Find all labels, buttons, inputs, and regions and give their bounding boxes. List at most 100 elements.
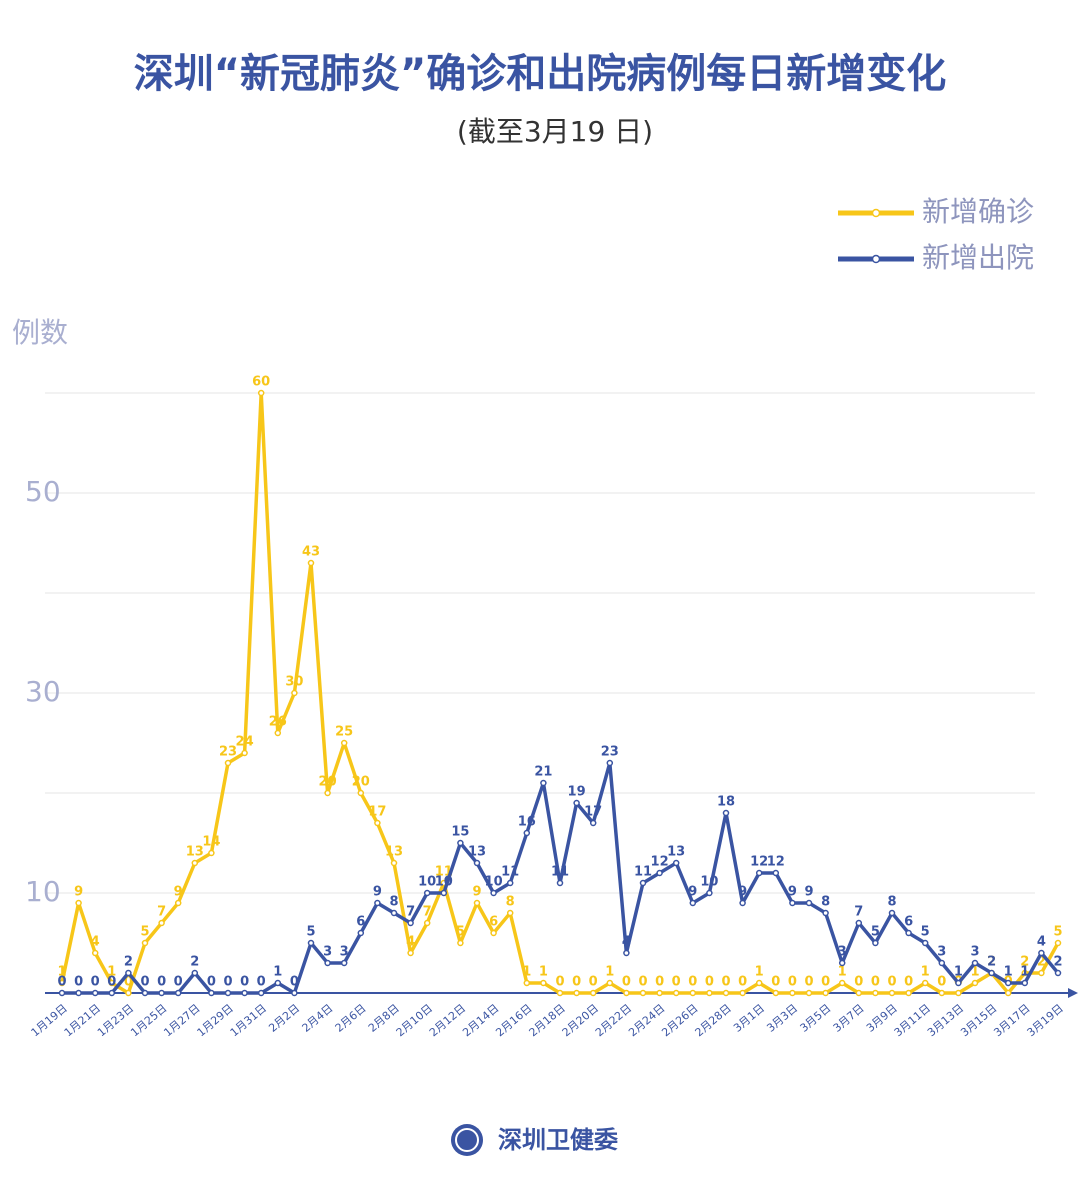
data-label: 5	[1053, 925, 1062, 940]
data-point	[988, 969, 995, 977]
data-label: 7	[423, 905, 432, 920]
x-tick-label: 2月28日	[693, 1002, 734, 1040]
data-label: 20	[319, 775, 337, 790]
data-point	[407, 949, 414, 957]
data-point	[307, 559, 315, 567]
y-tick-label: 10	[25, 875, 61, 908]
data-point	[374, 819, 381, 827]
data-point	[689, 989, 697, 997]
data-point	[1021, 979, 1029, 987]
data-point	[921, 939, 929, 947]
data-point	[955, 989, 962, 997]
data-label: 9	[804, 885, 813, 900]
x-axis-arrow	[1068, 988, 1078, 998]
data-point	[540, 779, 547, 787]
data-label: 26	[269, 715, 287, 730]
data-label: 1	[954, 965, 963, 980]
data-point	[606, 979, 614, 987]
data-label: 0	[937, 975, 946, 990]
data-label: 4	[622, 935, 631, 950]
data-point	[291, 989, 298, 997]
data-point	[623, 989, 630, 997]
data-label: 24	[236, 735, 254, 750]
data-point	[1004, 989, 1012, 997]
data-point	[374, 899, 381, 907]
data-point	[423, 919, 431, 927]
data-label: 60	[252, 375, 270, 390]
data-label: 18	[717, 795, 735, 810]
data-point	[905, 989, 912, 997]
legend-marker	[871, 254, 881, 264]
data-label: 17	[584, 805, 602, 820]
data-point	[1054, 969, 1062, 977]
data-label: 1	[107, 965, 116, 980]
data-point	[872, 989, 879, 997]
data-point	[91, 989, 99, 997]
data-point	[141, 989, 149, 997]
data-label: 0	[223, 975, 232, 990]
data-point	[523, 829, 531, 837]
data-label: 0	[124, 975, 133, 990]
x-tick-label: 2月22日	[593, 1002, 634, 1040]
data-label: 11	[634, 865, 652, 880]
data-label: 11	[551, 865, 569, 880]
data-label: 3	[340, 945, 349, 960]
data-label: 30	[285, 675, 303, 690]
data-label: 10	[700, 875, 718, 890]
data-point	[755, 979, 763, 987]
data-label: 0	[655, 975, 664, 990]
x-tick-label: 3月1日	[731, 1002, 767, 1035]
data-point	[257, 389, 265, 397]
data-point	[241, 989, 248, 997]
y-tick-label: 30	[25, 675, 61, 708]
data-label: 12	[750, 855, 768, 870]
x-tick-label: 2月20日	[560, 1002, 601, 1040]
x-tick-label: 1月27日	[161, 1002, 202, 1040]
data-point	[888, 989, 896, 997]
data-label: 3	[838, 945, 847, 960]
data-label: 23	[219, 745, 237, 760]
x-tick-label: 1月31日	[228, 1002, 269, 1040]
data-point	[623, 949, 630, 957]
data-point	[672, 989, 680, 997]
data-point	[224, 989, 232, 997]
x-tick-label: 3月19日	[1025, 1002, 1066, 1040]
data-label: 13	[667, 845, 685, 860]
data-label: 0	[207, 975, 216, 990]
data-label: 0	[887, 975, 896, 990]
data-label: 9	[373, 885, 382, 900]
data-label: 0	[257, 975, 266, 990]
data-point	[457, 839, 464, 847]
data-point	[257, 989, 265, 997]
x-tick-label: 1月25日	[128, 1002, 169, 1040]
data-point	[772, 869, 780, 877]
footer-text: 深圳卫健委	[498, 1126, 618, 1154]
data-label: 1	[522, 965, 531, 980]
data-point	[556, 879, 564, 887]
data-point	[938, 959, 946, 967]
data-point	[174, 989, 182, 997]
data-point	[739, 989, 746, 997]
data-point	[191, 969, 199, 977]
data-label: 0	[622, 975, 631, 990]
footer-logo-ring	[455, 1128, 479, 1152]
data-point	[340, 959, 348, 967]
data-label: 1	[755, 965, 764, 980]
x-tick-label: 3月17日	[991, 1002, 1032, 1040]
data-label: 0	[57, 975, 66, 990]
x-tick-label: 1月23日	[95, 1002, 136, 1040]
data-label: 0	[904, 975, 913, 990]
data-label: 0	[589, 975, 598, 990]
data-label: 16	[518, 815, 536, 830]
data-point	[689, 899, 697, 907]
data-point	[639, 989, 647, 997]
data-label: 8	[887, 895, 896, 910]
data-label: 0	[821, 975, 830, 990]
data-label: 9	[738, 885, 747, 900]
data-point	[241, 749, 248, 757]
data-label: 0	[157, 975, 166, 990]
data-point	[490, 889, 497, 897]
data-label: 5	[306, 925, 315, 940]
x-tick-label: 2月18日	[527, 1002, 568, 1040]
data-point	[58, 989, 66, 997]
